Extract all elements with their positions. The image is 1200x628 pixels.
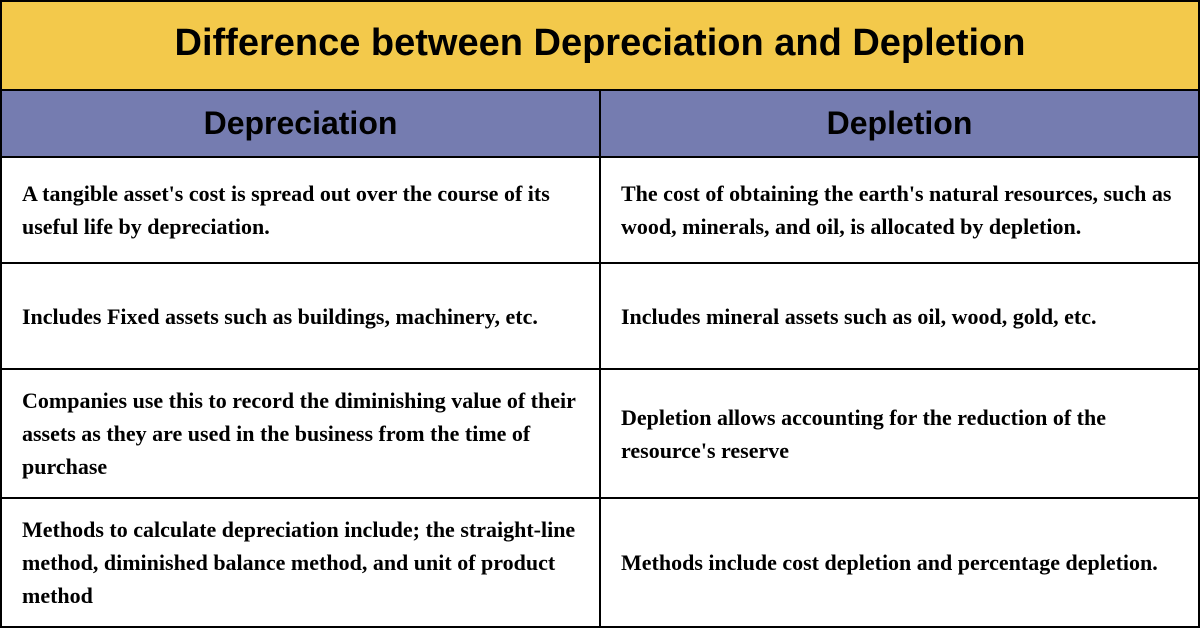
column-header-left: Depreciation bbox=[2, 91, 601, 156]
title-bar: Difference between Depreciation and Depl… bbox=[2, 2, 1198, 91]
cell-right: Methods include cost depletion and perce… bbox=[601, 499, 1198, 626]
table-row: Includes Fixed assets such as buildings,… bbox=[2, 264, 1198, 370]
page-title: Difference between Depreciation and Depl… bbox=[175, 22, 1026, 64]
cell-left: Includes Fixed assets such as buildings,… bbox=[2, 264, 601, 368]
table-row: Methods to calculate depreciation includ… bbox=[2, 499, 1198, 626]
cell-right: The cost of obtaining the earth's natura… bbox=[601, 158, 1198, 262]
cell-right: Includes mineral assets such as oil, woo… bbox=[601, 264, 1198, 368]
comparison-table: Difference between Depreciation and Depl… bbox=[0, 0, 1200, 628]
cell-right: Depletion allows accounting for the redu… bbox=[601, 370, 1198, 497]
table-body: A tangible asset's cost is spread out ov… bbox=[2, 158, 1198, 626]
cell-left: A tangible asset's cost is spread out ov… bbox=[2, 158, 601, 262]
table-row: A tangible asset's cost is spread out ov… bbox=[2, 158, 1198, 264]
cell-left: Methods to calculate depreciation includ… bbox=[2, 499, 601, 626]
table-row: Companies use this to record the diminis… bbox=[2, 370, 1198, 499]
table-header-row: Depreciation Depletion bbox=[2, 91, 1198, 158]
cell-left: Companies use this to record the diminis… bbox=[2, 370, 601, 497]
column-header-right: Depletion bbox=[601, 91, 1198, 156]
